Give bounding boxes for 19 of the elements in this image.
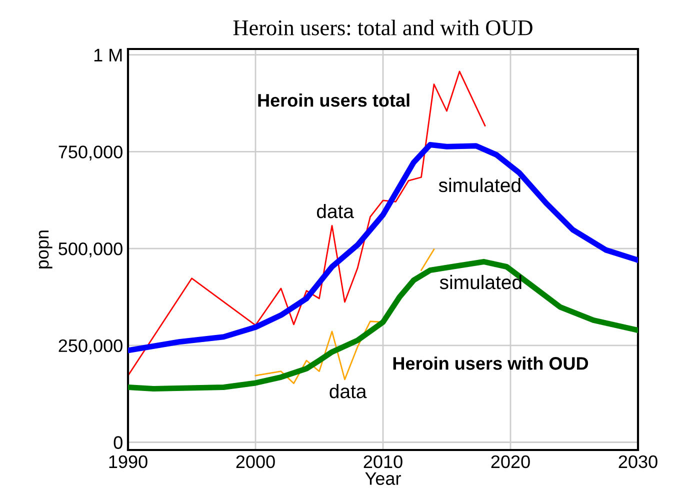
y-tick-label: 750,000 [58,146,122,161]
annotation: simulated [438,178,520,192]
y-tick-label: 0 [114,436,122,449]
x-tick-label: 2000 [236,455,275,468]
x-tick-label: 2020 [491,455,530,468]
chart-title: Heroin users: total and with OUD [233,20,532,36]
y-tick-label: 1 M [94,48,122,62]
x-tick-label: 2010 [364,455,402,468]
y-tick-label: 500,000 [58,242,122,258]
y-tick-label: 250,000 [58,339,122,354]
annotation: simulated [440,274,522,290]
annotation: data [330,384,367,398]
x-axis-title: Year [365,472,401,485]
x-tick-label: 2030 [618,455,658,468]
annotation: Heroin users total [258,94,410,107]
x-tick-label: 1990 [109,455,148,468]
annotation: data [316,204,354,218]
annotation: Heroin users with OUD [393,356,588,370]
y-axis-title: popn [38,230,52,268]
